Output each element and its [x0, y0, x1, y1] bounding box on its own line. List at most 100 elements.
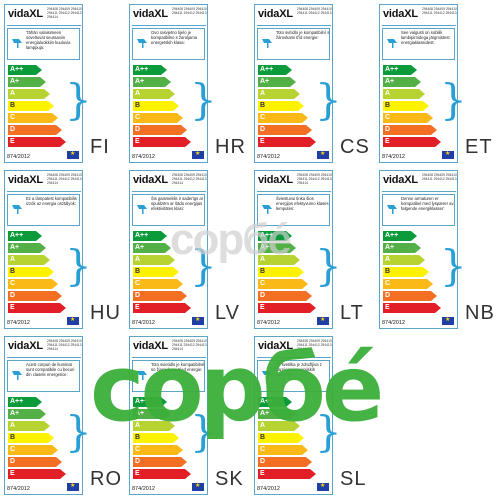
energy-class-bar: B: [258, 267, 304, 277]
regulation-code: 874/2012: [7, 486, 30, 492]
divider: [257, 25, 331, 26]
info-box: Ez a lámpatest kompatibilis izzók az ene…: [7, 194, 80, 226]
energy-class-bar: D: [383, 125, 437, 135]
energy-class-bar: A++: [8, 397, 42, 407]
energy-class-bar: E: [8, 137, 66, 147]
energy-class-bar: E: [258, 137, 316, 147]
brace-icon: }: [190, 407, 217, 456]
model-numbers: 294408 294409 294410 294411 294412 29441…: [422, 173, 457, 181]
energy-class-bars: A++ A+ A B C D E: [258, 231, 318, 315]
energy-class-bar: D: [8, 125, 62, 135]
model-numbers: 294408 294409 294410 294411 294412 29441…: [297, 173, 332, 185]
brand-logo: vidaXL: [133, 174, 168, 186]
energy-class-bar: B: [133, 101, 179, 111]
lamp-icon: [262, 205, 272, 214]
energy-class-bar: E: [8, 469, 66, 479]
energy-class-bar: A+: [383, 243, 421, 253]
language-code: CS: [340, 136, 370, 158]
info-box: Šis gaismeklis ir saderīgs ar spuldzēm a…: [132, 194, 205, 226]
brand-logo: vidaXL: [133, 8, 168, 20]
energy-class-bar: A++: [383, 65, 417, 75]
watermark-logo: copбé: [90, 335, 384, 442]
lamp-icon: [387, 39, 397, 48]
eu-flag-icon: [317, 482, 329, 491]
brand-logo: vidaXL: [258, 8, 293, 20]
energy-class-bar: B: [383, 267, 429, 277]
regulation-code: 874/2012: [257, 320, 280, 326]
lamp-icon: [137, 205, 147, 214]
energy-class-bar: B: [258, 101, 304, 111]
energy-class-bar: C: [133, 113, 183, 123]
energy-class-bar: D: [8, 291, 62, 301]
language-code: SK: [215, 468, 244, 490]
eu-flag-icon: [192, 482, 204, 491]
divider: [257, 357, 331, 358]
energy-class-bar: B: [8, 433, 54, 443]
energy-label-card: vidaXL 294408 294409 294410 294411 294412…: [4, 336, 92, 495]
energy-label-card: vidaXL 294408 294409 294410 294411 294412…: [379, 4, 467, 163]
energy-class-bar: B: [8, 267, 54, 277]
language-code: HU: [90, 302, 121, 324]
compatibility-text: Šis gaismeklis ir saderīgs ar spuldzēm a…: [151, 196, 204, 211]
regulation-code: 874/2012: [382, 320, 405, 326]
lamp-icon: [262, 39, 272, 48]
eu-flag-icon: [67, 150, 79, 159]
brand-logo: vidaXL: [8, 8, 43, 20]
energy-class-bar: D: [133, 125, 187, 135]
energy-class-bars: A++ A+ A B C D E: [133, 65, 193, 149]
energy-class-bar: A+: [383, 77, 421, 87]
energy-label-cell: vidaXL 294408 294409 294410 294411 294412…: [377, 2, 500, 168]
energy-class-bar: E: [383, 137, 441, 147]
brace-icon: }: [65, 407, 92, 456]
energy-class-bar: A: [383, 255, 425, 265]
energy-class-bar: D: [133, 291, 187, 301]
watermark-center: copбé: [170, 215, 292, 264]
lamp-icon: [137, 39, 147, 48]
info-box: Šviestuvui tinka šios energijos efektyvu…: [257, 194, 330, 226]
energy-class-bar: A++: [258, 231, 292, 241]
regulation-code: 874/2012: [132, 320, 155, 326]
brace-icon: }: [440, 75, 467, 124]
energy-class-bar: D: [258, 125, 312, 135]
language-code: HR: [215, 136, 246, 158]
energy-class-bar: E: [133, 469, 191, 479]
divider: [132, 357, 206, 358]
model-numbers: 294408 294409 294410 294411 294412 29441…: [297, 7, 332, 15]
divider: [7, 357, 81, 358]
eu-flag-icon: [317, 150, 329, 159]
energy-class-bars: A++ A+ A B C D E: [383, 231, 443, 315]
energy-label-card: vidaXL 294408 294409 294410 294411 294412…: [254, 170, 342, 329]
regulation-code: 874/2012: [257, 486, 280, 492]
brand-logo: vidaXL: [258, 174, 293, 186]
energy-class-bar: E: [258, 303, 316, 313]
info-box: Ovo rasvjetno tijelo je kompatibilno s ž…: [132, 28, 205, 60]
brand-logo: vidaXL: [8, 174, 43, 186]
info-box: Toto svietidlo je kompatibilné so žiarov…: [132, 360, 205, 392]
energy-class-bar: C: [383, 113, 433, 123]
eu-flag-icon: [67, 316, 79, 325]
compatibility-text: Toto svietidlo je kompatibilné so žiarov…: [151, 362, 205, 372]
lamp-icon: [262, 371, 272, 380]
energy-class-bar: E: [258, 469, 316, 479]
eu-flag-icon: [192, 316, 204, 325]
model-numbers: 294408 294409 294410 294411 294412 29441…: [47, 173, 82, 185]
lamp-icon: [387, 205, 397, 214]
language-code: NB: [465, 302, 495, 324]
compatibility-text: Toto svítidlo je kompatibilní s žárovkam…: [276, 30, 330, 40]
eu-flag-icon: [442, 316, 454, 325]
energy-class-bar: A++: [133, 397, 167, 407]
energy-class-bars: A++ A+ A B C D E: [8, 65, 68, 149]
divider: [382, 191, 456, 192]
energy-class-bar: C: [133, 445, 183, 455]
eu-flag-icon: [192, 150, 204, 159]
energy-class-bar: D: [383, 291, 437, 301]
regulation-code: 874/2012: [382, 154, 405, 160]
divider: [382, 25, 456, 26]
energy-class-bar: A+: [8, 77, 46, 87]
regulation-code: 874/2012: [7, 154, 30, 160]
energy-class-bar: A: [8, 255, 50, 265]
energy-label-cell: vidaXL 294408 294409 294410 294411 294412…: [2, 334, 127, 500]
energy-class-bar: C: [258, 445, 308, 455]
language-code: FI: [90, 136, 110, 158]
